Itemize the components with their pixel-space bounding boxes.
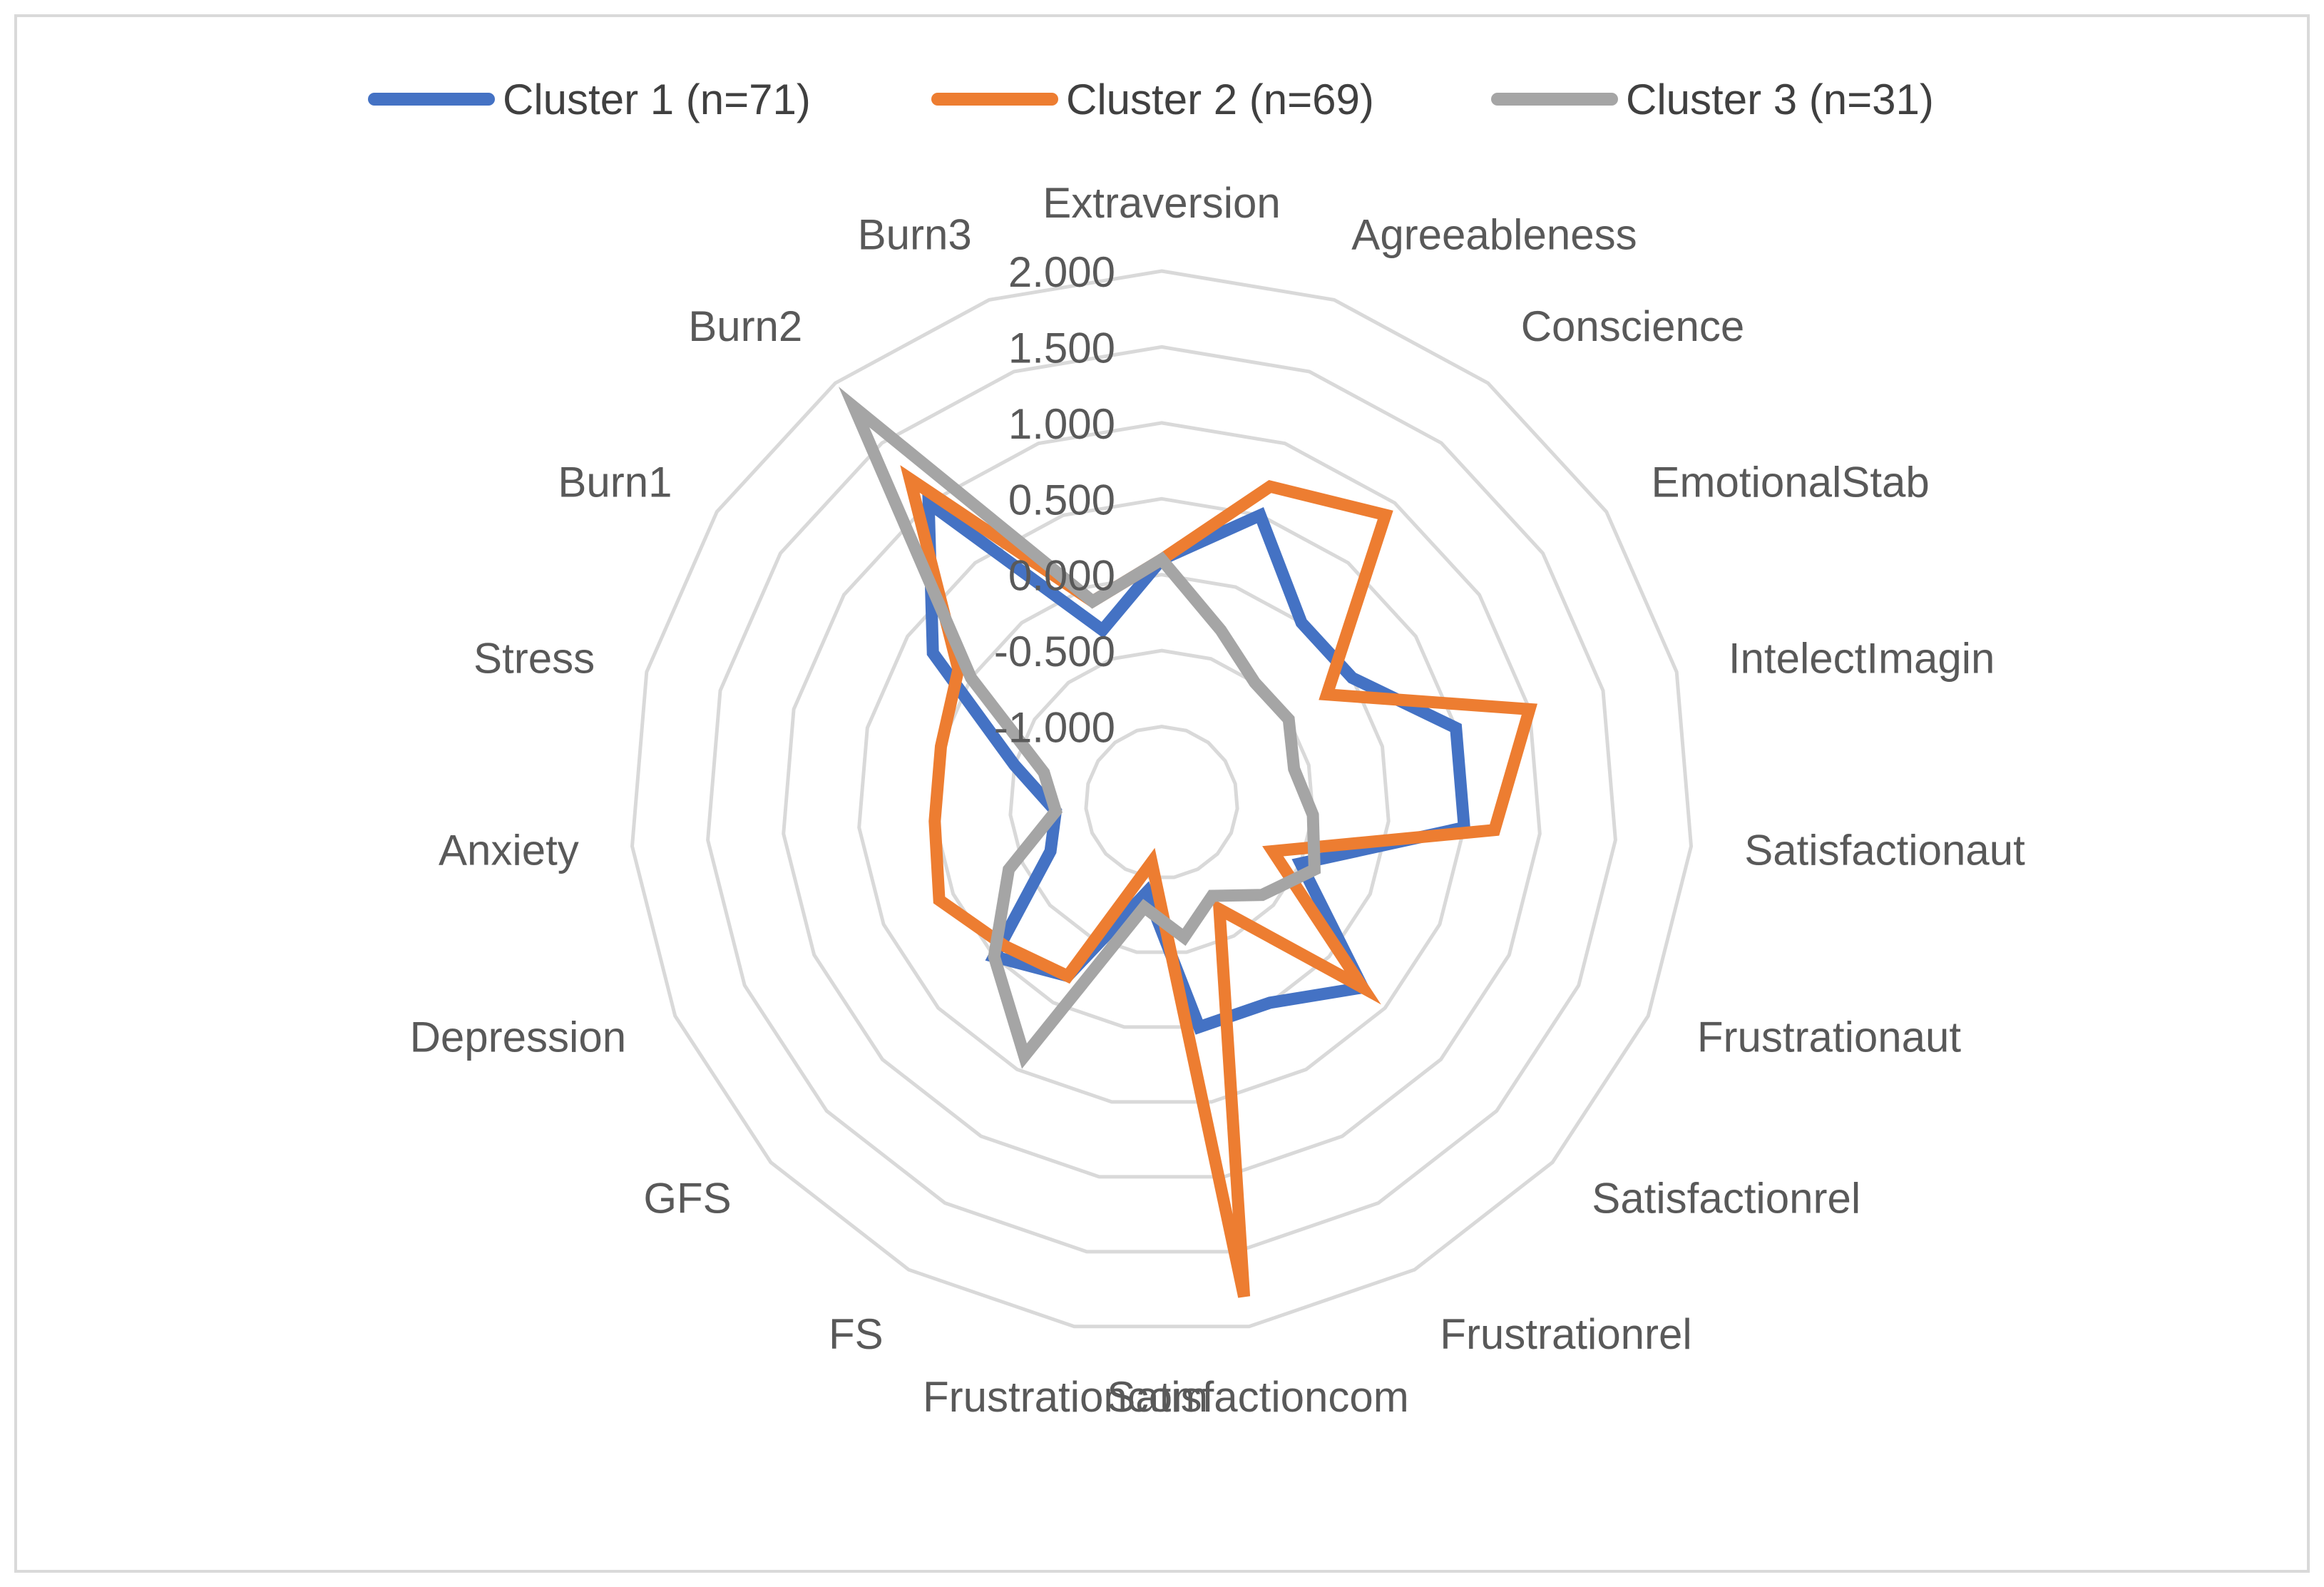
category-label-anxiety: Anxiety: [439, 827, 579, 874]
legend-label: Cluster 2 (n=69): [1066, 76, 1374, 123]
legend-item-cluster-2: Cluster 2 (n=69): [931, 76, 1374, 123]
category-label-burn1: Burn1: [558, 459, 672, 506]
radial-tick-labels: 2.000 1.500 1.000 0.500 0.000 -0.500 -1.000: [994, 248, 1115, 752]
grid-ring: [706, 345, 1617, 1254]
grid-ring: [782, 421, 1542, 1179]
grid-ring: [857, 496, 1466, 1104]
tick-label: 1.000: [1008, 400, 1115, 448]
category-label-conscience: Conscience: [1521, 302, 1745, 350]
tick-label: -0.500: [994, 628, 1115, 675]
category-label-gfs: GFS: [643, 1174, 731, 1222]
category-labels: Extraversion Agreeableness Conscience Emoti…: [410, 179, 2026, 1421]
legend-label: Cluster 1 (n=71): [503, 76, 811, 123]
tick-label: -1.000: [994, 704, 1115, 752]
category-label-frustrationaut: Frustrationaut: [1697, 1013, 1961, 1061]
category-label-agreeableness: Agreeableness: [1351, 210, 1637, 258]
legend-label: Cluster 3 (n=31): [1626, 76, 1934, 123]
tick-label: 1.500: [1008, 324, 1115, 372]
category-label-emotionalstab: EmotionalStab: [1652, 459, 1930, 506]
category-label-stress: Stress: [473, 635, 595, 683]
tick-label: 0.500: [1008, 476, 1115, 524]
grid-ring: [630, 269, 1694, 1329]
legend: Cluster 1 (n=71) Cluster 2 (n=69) Cluste…: [368, 76, 1934, 123]
grid-ring: [1084, 725, 1239, 879]
series-line-cluster-2-n-69: [900, 465, 1537, 1298]
category-label-satisfactionaut: Satisfactionaut: [1744, 827, 2025, 874]
category-label-extraversion: Extraversion: [1043, 179, 1280, 227]
category-label-satisfactioncom: Satisfactioncom: [1107, 1373, 1409, 1421]
category-label-intelectimagin: IntelectImagin: [1729, 635, 1995, 683]
chart-border: [14, 14, 2310, 1573]
category-label-burn3: Burn3: [858, 210, 972, 258]
tick-label: 0.000: [1008, 552, 1115, 600]
radar-series: [839, 387, 1537, 1298]
category-label-depression: Depression: [410, 1013, 627, 1061]
series-line-cluster-3-n-31: [839, 387, 1321, 1069]
legend-item-cluster-3: Cluster 3 (n=31): [1491, 76, 1934, 123]
category-label-satisfactionrel: Satisfactionrel: [1592, 1174, 1860, 1222]
legend-item-cluster-1: Cluster 1 (n=71): [368, 76, 811, 123]
category-label-frustrationcom: Frustrationcom: [923, 1373, 1208, 1421]
category-label-fs: FS: [829, 1310, 884, 1358]
category-label-burn2: Burn2: [688, 302, 802, 350]
category-label-frustrationrel: Frustrationrel: [1440, 1310, 1691, 1358]
tick-label: 2.000: [1008, 248, 1115, 296]
